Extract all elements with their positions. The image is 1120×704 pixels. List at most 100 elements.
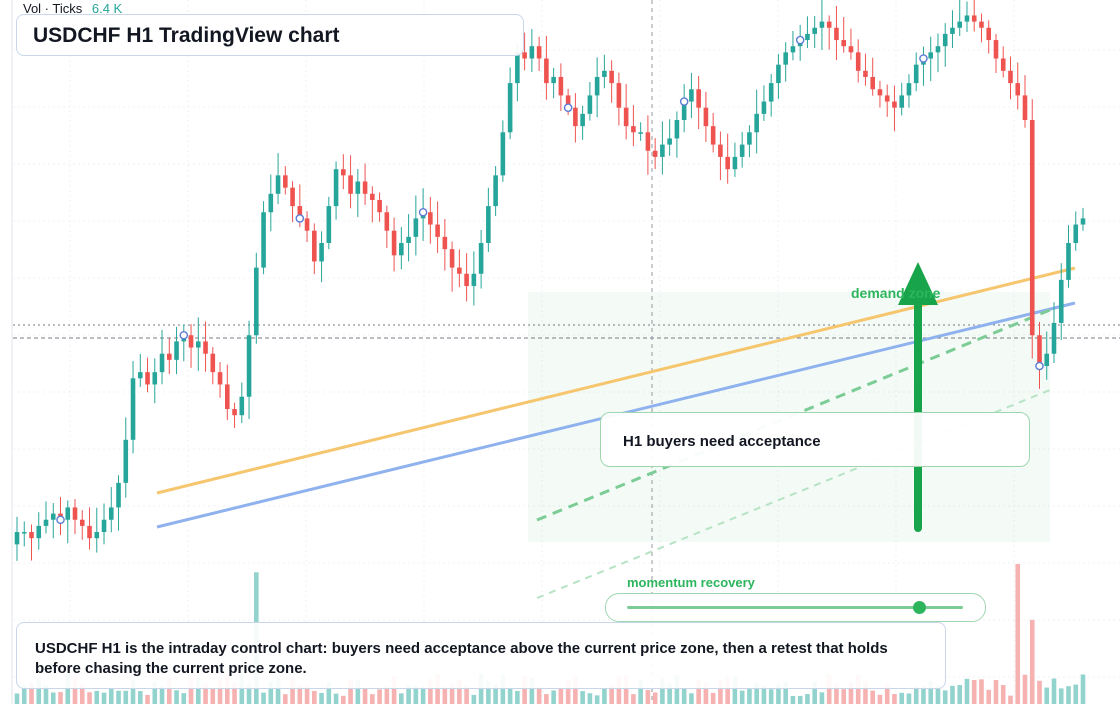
volume-bar [594,695,600,704]
candle-body [1058,279,1064,323]
candle-body [1000,58,1006,71]
candle-body [1044,353,1050,366]
candle-body [957,21,963,28]
volume-bar [188,677,194,704]
candle-body [224,384,230,410]
volume-bar [29,683,34,704]
candle-body [152,372,158,385]
candle-body [935,46,941,53]
candle-body [471,273,477,287]
volume-bar [558,688,564,704]
candle-body [333,169,339,207]
volume-bar [500,674,506,704]
candle-body [355,181,361,194]
volume-bar [384,686,390,704]
candle-body [65,507,71,520]
volume-bar [232,683,237,704]
candle-body [94,532,100,539]
volume-bar [834,683,839,704]
volume-bar [246,683,252,704]
candle-body [660,144,665,157]
candle-body [863,70,868,77]
volume-bar [471,694,477,704]
candle-body [486,206,491,243]
candle-body [72,507,78,520]
volume-bar [826,674,832,704]
candle-body [500,132,506,176]
candle-body [123,439,129,483]
volume-bar [326,682,332,704]
volume-bar [333,693,339,704]
candle-body [449,249,455,268]
candle-body [29,532,34,539]
candle-body [370,193,375,200]
candle-body [362,181,368,194]
candle-body [1073,224,1079,243]
volume-bar [166,677,172,704]
candle-body [428,212,433,225]
momentum-knob[interactable] [913,601,927,614]
volume-bar [449,683,455,704]
event-markers [56,35,1044,525]
candle-body [1037,335,1042,366]
buyers-callout: H1 buyers need acceptance [600,412,1030,467]
candle-body [834,27,839,41]
volume-bar [21,684,27,704]
volume-bar [348,679,353,704]
volume-bar [797,695,803,704]
volume-bar [1080,674,1086,704]
volume-bar [703,682,709,704]
volume-bar [1008,695,1013,704]
event-marker [563,103,573,112]
candle-body [159,353,165,373]
volume-bar [457,679,462,704]
candle-body [776,64,781,84]
volume-bar [710,692,716,704]
volume-bar [210,688,216,704]
volume-bar [275,677,281,704]
volume-bar [159,686,165,704]
candle-body [217,372,223,385]
volume-bar [1066,686,1071,704]
candle-body [580,113,585,127]
volume-bar [442,686,448,704]
candle-body [246,335,252,397]
candle-body [457,267,462,274]
candle-body [79,519,85,526]
volume-bar [783,681,788,704]
candle-body [587,95,593,114]
volume-bar [268,681,274,704]
volume-bar [116,690,121,704]
candle-body [667,138,672,145]
candle-body [544,58,549,84]
volume-bar [464,686,469,704]
volume-bar [725,676,730,704]
volume-bar [986,689,992,704]
candle-body [993,40,999,59]
candle-body [195,341,201,348]
volume-bar [674,674,680,704]
momentum-slider[interactable] [605,593,986,622]
volume-bar [906,693,912,704]
volume-bar [304,685,310,704]
candle-body [703,107,709,127]
volume-bar [812,681,817,704]
demand-zone-label: demand zone [851,285,941,301]
volume-bar [79,683,85,704]
candle-body [1080,218,1086,225]
volume-bar [1015,564,1021,704]
volume-bar [689,693,694,704]
volume-bar [283,694,288,704]
volume-bar [623,675,629,704]
volume-bar [754,682,759,704]
candle-body [870,76,876,90]
candle-body [268,193,274,213]
candle-body [50,513,56,520]
volume-bar [428,678,433,704]
event-marker [795,35,805,45]
volume-bar [921,685,926,704]
volume-bar [50,692,56,704]
volume-bar [863,681,868,704]
volume-bar [43,685,49,704]
volume-bar [413,685,419,704]
